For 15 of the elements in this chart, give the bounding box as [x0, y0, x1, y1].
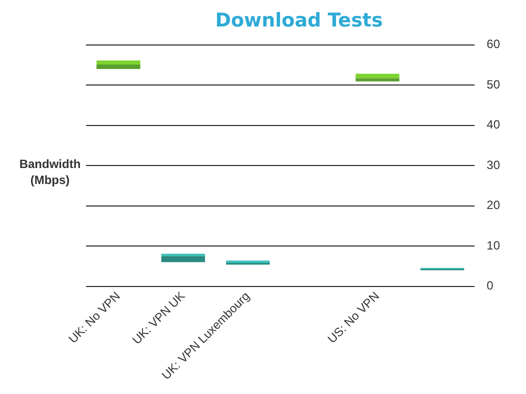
y-tick-label: 30	[486, 158, 500, 172]
y-tick-label: 20	[486, 198, 500, 212]
y-tick-label: 50	[486, 77, 500, 92]
y-tick-label: 40	[486, 118, 500, 132]
bar	[96, 64, 140, 69]
y-tick-label: 60	[486, 37, 500, 52]
bar	[161, 256, 206, 262]
y-tick-label: 10	[486, 238, 500, 252]
bar	[161, 254, 206, 256]
bar	[356, 78, 400, 82]
chart-title: Download Tests	[215, 9, 383, 32]
y-axis-title: Bandwidth (Mbps)	[18, 156, 82, 188]
y-tick-label: 0	[486, 278, 494, 293]
bar	[356, 74, 400, 78]
bar	[96, 60, 140, 65]
